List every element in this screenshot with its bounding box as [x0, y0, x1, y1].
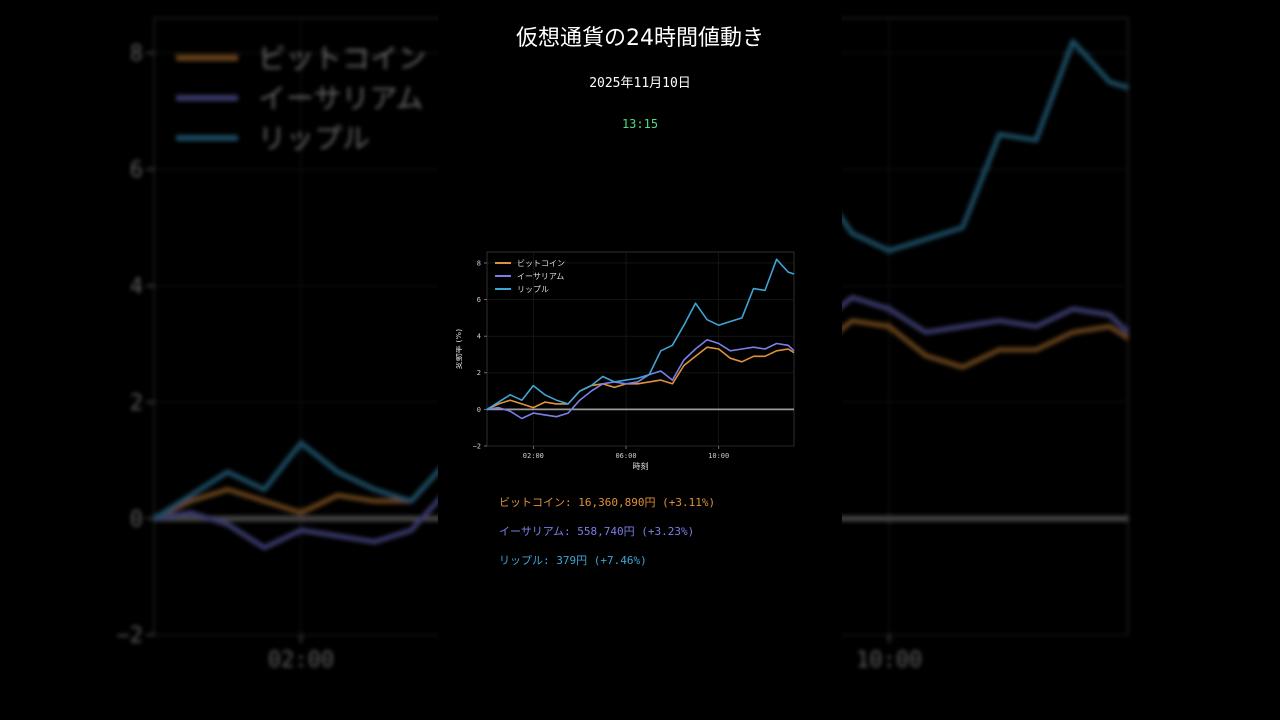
- stat-xrp-label: リップル:: [499, 554, 550, 567]
- y-axis-label: 変動率 (%): [456, 329, 463, 369]
- y-tick-label: 2: [477, 369, 481, 377]
- series-line-eth: [486, 339, 795, 420]
- stat-btc-change: (+3.11%): [662, 496, 716, 509]
- x-tick-label: 10:00: [708, 452, 729, 460]
- center-panel: [438, 0, 842, 720]
- x-tick-label: 10:00: [856, 648, 922, 673]
- stat-xrp: リップル: 379円 (+7.46%): [499, 552, 647, 568]
- stat-btc-value: 16,360,890円: [578, 496, 656, 509]
- stat-eth-change: (+3.23%): [641, 525, 695, 538]
- y-tick-label: 0: [477, 406, 481, 414]
- y-tick-label: 6: [477, 296, 481, 304]
- legend-label: リップル: [517, 285, 549, 294]
- stat-eth-label: イーサリアム:: [499, 525, 571, 538]
- series-line-btc: [486, 346, 795, 411]
- legend-label: イーサリアム: [258, 82, 423, 115]
- y-tick-label: −2: [473, 442, 481, 450]
- stat-xrp-value: 379円: [556, 554, 588, 567]
- x-tick-label: 02:00: [268, 648, 334, 673]
- date-label: 2025年11月10日: [589, 76, 691, 91]
- stat-btc-label: ビットコイン:: [499, 496, 572, 509]
- y-tick-label: 4: [477, 333, 481, 341]
- legend-label: ビットコイン: [258, 42, 426, 75]
- stat-eth: イーサリアム: 558,740円 (+3.23%): [499, 523, 694, 539]
- time-label: 13:15: [621, 117, 659, 131]
- legend-label: イーサリアム: [517, 272, 564, 281]
- x-tick-label: 02:00: [523, 452, 544, 460]
- x-axis-label: 時刻: [633, 461, 649, 471]
- stat-eth-value: 558,740円: [577, 525, 635, 538]
- y-tick-label: 8: [477, 259, 481, 267]
- y-tick-label: −2: [117, 624, 144, 649]
- series-line-xrp: [486, 258, 795, 411]
- y-tick-label: 0: [130, 507, 143, 532]
- stat-btc: ビットコイン: 16,360,890円 (+3.11%): [499, 494, 715, 510]
- legend-label: リップル: [258, 122, 370, 155]
- y-tick-label: 8: [130, 42, 143, 67]
- page-title: 仮想通貨の24時間値動き: [516, 26, 764, 51]
- y-tick-label: 6: [130, 158, 143, 183]
- x-tick-label: 06:00: [615, 452, 636, 460]
- y-tick-label: 2: [130, 391, 143, 416]
- y-tick-label: 4: [130, 274, 143, 299]
- stat-xrp-change: (+7.46%): [593, 554, 647, 567]
- legend-label: ビットコイン: [517, 259, 565, 268]
- price-change-chart: −2 0 2 4 6 8 02:00 06:00 10:00 ビットコインイーサリアムリップル時刻…: [456, 251, 795, 471]
